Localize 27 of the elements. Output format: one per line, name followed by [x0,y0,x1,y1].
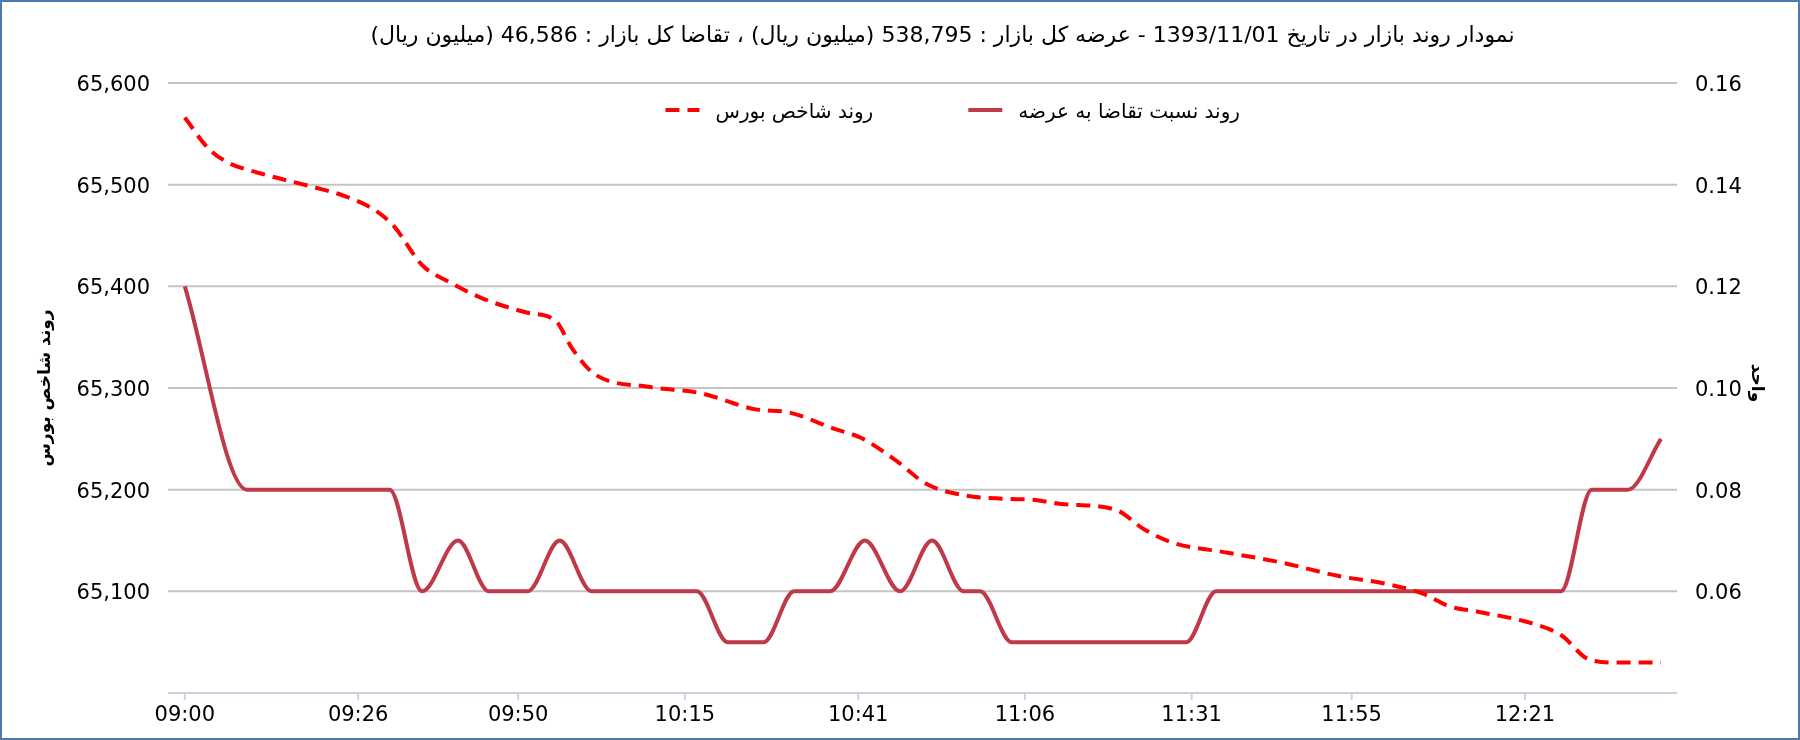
y-tick-label: 65,300 [76,377,150,401]
y-axis-title: روند شاخص بورس [34,309,55,467]
y-tick-label: 65,600 [76,72,150,96]
x-tick-label: 09:50 [487,702,549,726]
y2-tick-label: 0.12 [1695,275,1742,300]
legend-label: روند شاخص بورس [715,99,874,123]
x-tick-label: 11:55 [1321,702,1382,726]
line-series [182,284,1663,645]
y-tick-label: 65,200 [76,478,150,503]
y-tick-label: 65,400 [76,275,150,300]
x-tick-label: 11:31 [1161,702,1222,726]
y2-axis-title: واحد [1747,363,1768,403]
x-tick-label: 10:15 [654,702,716,726]
y2-tick-label: 0.06 [1695,580,1742,605]
x-tick-label: 09:00 [154,702,216,726]
y2-tick-label: 0.08 [1695,478,1742,503]
y-tick-label: 65,500 [76,173,150,198]
legend-label: روند نسبت تقاضا به عرضه [1018,99,1240,123]
y2-tick-label: 0.16 [1695,72,1742,96]
y-tick-label: 65,100 [76,580,150,605]
chart-title: نمودار روند بازار در تاریخ 1393/11/01 - عرضه کل بازار : 538,795 (میلیون ریال) ، تقاضا کل بازار : 46,586 (میلیون ریال) [370,22,1515,47]
x-tick-label: 09:26 [327,702,389,726]
x-tick-label: 11:06 [994,702,1056,726]
y2-tick-label: 0.14 [1695,173,1742,198]
x-tick-label: 10:41 [827,702,889,726]
x-tick-label: 12:21 [1494,702,1556,726]
y2-tick-label: 0.10 [1695,377,1742,401]
